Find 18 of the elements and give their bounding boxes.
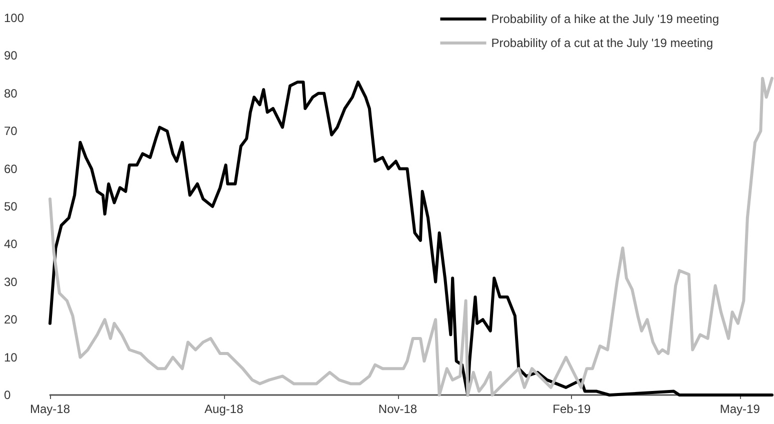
y-tick-label: 90 (4, 48, 18, 63)
y-tick-label: 0 (4, 388, 11, 402)
x-tick-label: Aug-18 (204, 402, 244, 416)
x-tick-label: May-18 (30, 402, 70, 416)
y-tick-label: 30 (4, 274, 18, 289)
y-tick-label: 40 (4, 237, 18, 252)
x-tick-label: May-19 (720, 402, 760, 416)
y-tick-label: 100 (4, 11, 24, 25)
legend-label: Probability of a hike at the July '19 meeting (491, 12, 720, 26)
x-tick-label: Nov-18 (378, 402, 418, 416)
y-tick-label: 80 (4, 86, 18, 100)
y-tick-label: 20 (4, 312, 18, 327)
y-tick-label: 10 (4, 350, 18, 364)
y-tick-label: 60 (4, 162, 18, 176)
x-tick-label: Feb-19 (552, 402, 591, 416)
legend-label: Probability of a cut at the July '19 meeting (491, 36, 713, 50)
y-tick-label: 70 (4, 124, 18, 138)
y-tick-label: 50 (4, 200, 18, 214)
